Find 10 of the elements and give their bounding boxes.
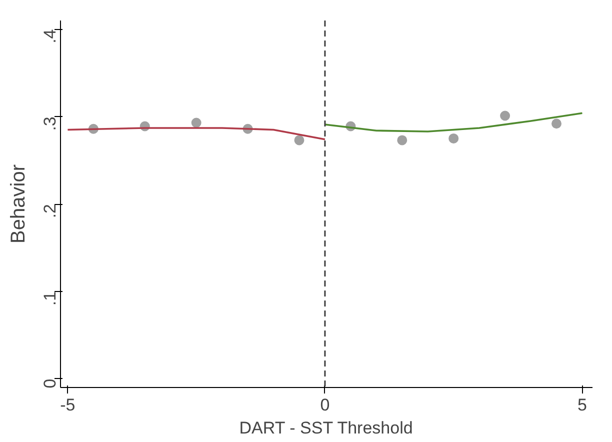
x-tick-label: 0 bbox=[320, 396, 330, 414]
y-axis-title: Behavior bbox=[8, 164, 30, 244]
y-tick-label: .2 bbox=[40, 204, 60, 218]
y-tick-label: .3 bbox=[40, 116, 60, 131]
y-tick-label: 0 bbox=[40, 378, 60, 388]
x-axis-title: DART - SST Threshold bbox=[239, 418, 413, 438]
y-tick-label: .1 bbox=[40, 291, 60, 306]
x-tick-label: -5 bbox=[60, 396, 76, 414]
x-tick-label: 5 bbox=[577, 396, 587, 414]
y-tick-label: .4 bbox=[40, 29, 60, 44]
